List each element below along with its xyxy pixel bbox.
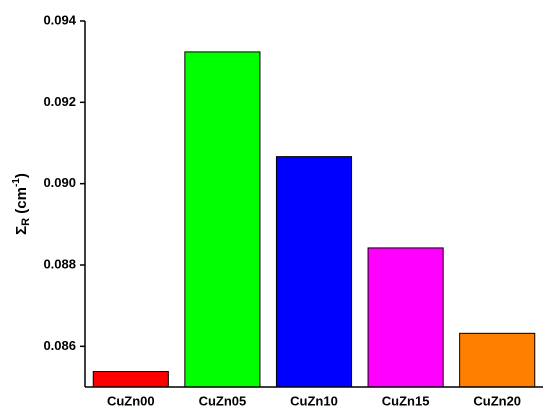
y-tick-label: 0.094 [43, 12, 76, 27]
bar [184, 51, 261, 388]
x-tick-label: CuZn05 [199, 393, 247, 408]
x-tick-label: CuZn10 [290, 393, 338, 408]
y-label-sub: R [20, 218, 32, 226]
y-tick-label: 0.090 [43, 175, 76, 190]
x-tick-label: CuZn00 [107, 393, 155, 408]
y-axis-label: ΣR (cm-1) [11, 173, 32, 235]
y-tick-label: 0.092 [43, 94, 76, 109]
bar [275, 156, 353, 388]
bar [92, 371, 169, 388]
y-label-symbol: Σ [13, 226, 30, 235]
y-label-close: ) [13, 173, 30, 178]
y-label-unit: (cm [13, 187, 30, 218]
y-tick-label: 0.088 [43, 256, 76, 271]
bar [459, 332, 536, 388]
bar [367, 247, 444, 388]
y-label-sup: -1 [11, 178, 22, 187]
x-tick-label: CuZn20 [473, 393, 521, 408]
y-tick-label: 0.086 [43, 338, 76, 353]
x-tick-label: CuZn15 [382, 393, 430, 408]
